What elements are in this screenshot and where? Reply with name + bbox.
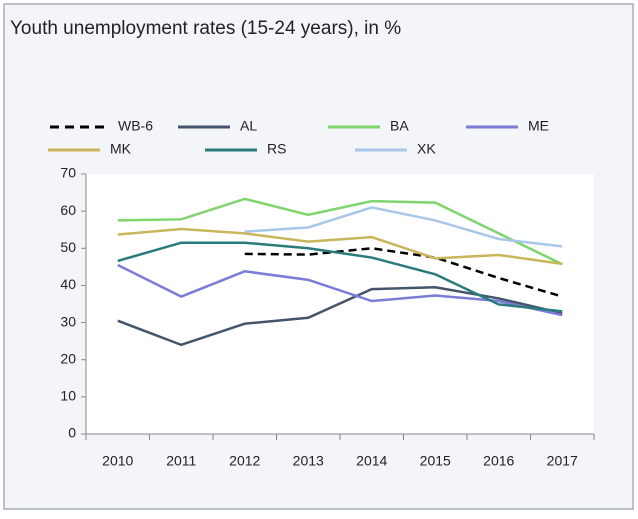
x-tick-label: 2010 xyxy=(102,453,133,469)
series-line xyxy=(117,227,563,266)
legend-label: WB-6 xyxy=(118,118,153,134)
legend-label: XK xyxy=(417,141,436,157)
y-tick-label: 70 xyxy=(60,165,76,181)
series-line xyxy=(244,247,563,298)
legend-label: RS xyxy=(267,141,286,157)
legend-label: BA xyxy=(390,118,409,134)
series-line xyxy=(244,206,563,248)
chart-title: Youth unemployment rates (15-24 years), … xyxy=(10,18,401,39)
series-line xyxy=(117,241,563,313)
series-line xyxy=(117,197,563,266)
y-tick-label: 60 xyxy=(60,202,76,218)
y-tick-label: 20 xyxy=(60,350,76,366)
x-tick-label: 2011 xyxy=(166,453,196,469)
legend-label: AL xyxy=(240,118,257,134)
y-tick-label: 0 xyxy=(68,425,76,441)
x-tick-label: 2013 xyxy=(293,453,324,469)
x-tick-label: 2015 xyxy=(420,453,451,469)
y-tick-label: 30 xyxy=(60,313,76,329)
y-tick-label: 10 xyxy=(60,388,76,404)
y-tick-label: 40 xyxy=(60,276,76,292)
x-tick-label: 2012 xyxy=(229,453,260,469)
x-tick-label: 2016 xyxy=(483,453,514,469)
x-tick-label: 2017 xyxy=(547,453,578,469)
legend-label: MK xyxy=(110,141,132,157)
y-tick-label: 50 xyxy=(60,239,76,255)
legend-label: ME xyxy=(528,118,549,134)
series-line xyxy=(117,286,563,347)
x-tick-label: 2014 xyxy=(356,453,387,469)
